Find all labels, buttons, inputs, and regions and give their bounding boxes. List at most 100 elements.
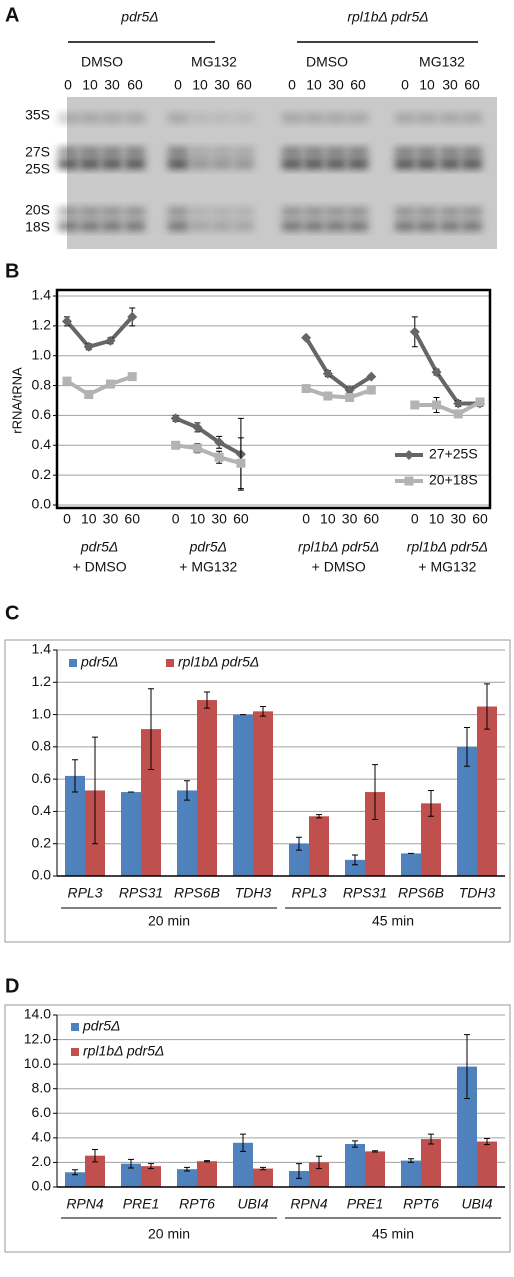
gel-band — [304, 113, 324, 123]
chart-border — [4, 639, 511, 943]
marker — [214, 452, 224, 462]
bar — [401, 853, 421, 876]
marker — [322, 368, 333, 379]
group-label: 45 min — [372, 913, 414, 929]
y-tick-label: 1.2 — [32, 317, 52, 333]
error-bar — [240, 1133, 246, 1152]
x-tick-label: 10 — [429, 511, 445, 527]
gel-band — [212, 159, 232, 169]
bar — [457, 1066, 477, 1187]
group-label: + DMSO — [312, 559, 366, 575]
gel-band — [125, 159, 145, 169]
gel-band — [212, 113, 232, 123]
legend-label: rpl1bΔ pdr5Δ — [83, 1043, 164, 1059]
gel-band — [125, 113, 145, 123]
gel-band — [326, 159, 346, 169]
error-bar — [316, 1155, 322, 1170]
group-label: rpl1bΔ pdr5Δ — [407, 539, 488, 555]
y-tick-label: 2.0 — [32, 1153, 52, 1169]
gel-band — [168, 207, 188, 217]
error-bar — [484, 1137, 490, 1146]
y-tick-label: 10.0 — [24, 1055, 51, 1071]
error-bar — [428, 1133, 434, 1145]
gel-band — [80, 221, 100, 231]
gel-band — [304, 147, 324, 157]
gel-band — [58, 147, 78, 157]
gel-band — [212, 147, 232, 157]
gel-band — [234, 113, 254, 123]
x-tick-label: RPS6B — [398, 885, 444, 901]
x-tick-label: 0 — [172, 511, 180, 527]
bar — [177, 1169, 197, 1187]
gel-band — [102, 159, 122, 169]
band-label: 35S — [25, 107, 50, 123]
error-bar — [148, 1163, 154, 1170]
x-tick-label: 0 — [411, 511, 419, 527]
x-tick-label: 60 — [124, 511, 140, 527]
gel-band — [102, 113, 122, 123]
y-tick-label: 8.0 — [32, 1079, 52, 1095]
x-tick-label: 10 — [81, 511, 97, 527]
error-bar — [484, 683, 490, 730]
panel-label: D — [5, 975, 19, 997]
y-tick-label: 1.0 — [32, 346, 52, 362]
gel-band — [417, 147, 437, 157]
gel-band — [102, 207, 122, 217]
marker — [366, 371, 377, 382]
gel-band — [304, 159, 324, 169]
gel-band — [326, 221, 346, 231]
gel-bands — [58, 113, 482, 231]
x-tick-label: UBI4 — [461, 1196, 492, 1212]
error-bar — [204, 1160, 210, 1163]
marker — [344, 385, 355, 396]
gel-band — [190, 207, 210, 217]
gel-band — [58, 159, 78, 169]
bar — [141, 1166, 161, 1187]
marker — [127, 372, 137, 382]
legend-label: 20+18S — [429, 472, 478, 488]
bar — [177, 790, 197, 876]
error-bar — [92, 1149, 98, 1163]
time-label: 60 — [236, 77, 252, 93]
legend-label: 27+25S — [429, 446, 478, 462]
error-bar — [372, 764, 378, 820]
marker — [127, 311, 138, 322]
bar — [197, 1161, 217, 1187]
marker — [236, 458, 246, 468]
x-tick-label: 0 — [302, 511, 310, 527]
y-tick-label: 0.2 — [32, 834, 52, 850]
gel-band — [282, 221, 302, 231]
x-tick-label: 60 — [472, 511, 488, 527]
gel-band — [80, 147, 100, 157]
x-tick-label: RPN4 — [290, 1196, 328, 1212]
x-tick-label: 60 — [364, 511, 380, 527]
x-tick-label: TDH3 — [459, 885, 496, 901]
gel-band — [326, 113, 346, 123]
y-tick-label: 0.4 — [32, 436, 52, 452]
band-label: 25S — [25, 161, 50, 177]
x-tick-label: 60 — [233, 511, 249, 527]
x-tick-label: RPS31 — [343, 885, 387, 901]
gel-band — [326, 207, 346, 217]
bar — [233, 714, 253, 876]
gel-band — [212, 207, 232, 217]
bar — [401, 1160, 421, 1187]
error-bar — [372, 1150, 378, 1153]
time-label: 0 — [401, 77, 409, 93]
x-tick-label: RPT6 — [403, 1196, 439, 1212]
x-tick-label: UBI4 — [237, 1196, 268, 1212]
legend-label: pdr5Δ — [80, 654, 118, 670]
marker — [62, 316, 72, 327]
gel-band — [80, 113, 100, 123]
gel-band — [102, 147, 122, 157]
bar — [309, 816, 329, 876]
legend-swatch — [69, 659, 77, 667]
error-bar — [408, 1158, 414, 1163]
x-tick-label: PRE1 — [123, 1196, 160, 1212]
gel-band — [395, 159, 415, 169]
group-label: 20 min — [148, 1226, 190, 1242]
marker — [84, 390, 94, 400]
x-tick-label: 30 — [342, 511, 358, 527]
gel-band — [440, 207, 460, 217]
